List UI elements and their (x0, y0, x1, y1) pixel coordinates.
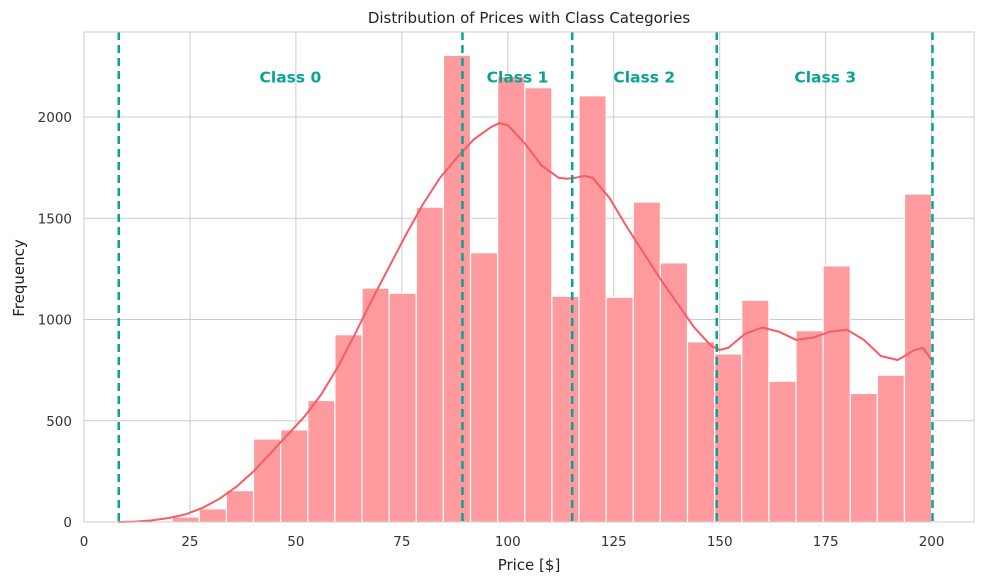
x-tick-label: 25 (181, 534, 198, 550)
histogram-bar (524, 87, 553, 523)
histogram-bar (822, 265, 851, 523)
histogram-bar (795, 330, 824, 523)
histogram-bar (903, 193, 933, 523)
plot-frame (83, 31, 975, 523)
histogram-bar (280, 429, 309, 523)
chart-title: Distribution of Prices with Class Catego… (368, 9, 691, 27)
histogram-bar (361, 287, 390, 523)
histogram-bar (442, 54, 472, 523)
x-tick-label: 175 (813, 534, 839, 550)
y-axis-ticks: 0 500 1000 1500 2000 (38, 110, 72, 531)
histogram-bar (171, 516, 200, 523)
class-label: Class 0 (260, 69, 322, 87)
x-tick-label: 75 (393, 534, 410, 550)
x-tick-label: 150 (707, 534, 733, 550)
class-label: Class 1 (487, 69, 549, 87)
y-tick-label: 500 (46, 414, 72, 430)
histogram-bar (876, 374, 906, 523)
y-tick-label: 0 (63, 515, 72, 531)
x-tick-label: 125 (601, 534, 627, 550)
histogram-bar (605, 296, 634, 523)
kde-curve (117, 122, 933, 523)
class-label: Class 3 (794, 69, 856, 87)
y-tick-label: 2000 (38, 110, 72, 126)
histogram-bar (307, 399, 336, 523)
histogram-bar (198, 508, 227, 523)
x-tick-label: 200 (919, 534, 945, 550)
x-tick-label: 100 (495, 534, 521, 550)
x-axis-label: Price [$] (498, 556, 561, 574)
class-threshold-lines (117, 32, 934, 522)
histogram-bar (768, 380, 797, 523)
histogram-bar (659, 262, 689, 523)
histogram-bars (117, 54, 933, 523)
histogram-bar (469, 252, 499, 523)
histogram-bar (714, 353, 743, 523)
class-label: Class 2 (613, 69, 675, 87)
y-axis-label: Frequency (10, 239, 28, 317)
histogram-bar (578, 95, 607, 523)
class-labels: Class 0 Class 1 Class 2 Class 3 (260, 69, 857, 87)
histogram-bar (632, 201, 661, 523)
histogram-bar (551, 295, 580, 523)
histogram-bar (686, 341, 716, 523)
x-axis-ticks: 0 25 50 75 100 125 150 175 200 (80, 534, 945, 550)
y-tick-label: 1500 (38, 211, 72, 227)
histogram-bar (252, 438, 282, 523)
histogram-bar (849, 392, 878, 523)
histogram-bar (497, 75, 526, 523)
y-tick-label: 1000 (38, 313, 72, 329)
histogram-bar (225, 490, 255, 523)
x-tick-label: 50 (287, 534, 304, 550)
histogram-bar (415, 206, 444, 523)
histogram-bar (388, 292, 417, 523)
x-tick-label: 0 (80, 534, 89, 550)
